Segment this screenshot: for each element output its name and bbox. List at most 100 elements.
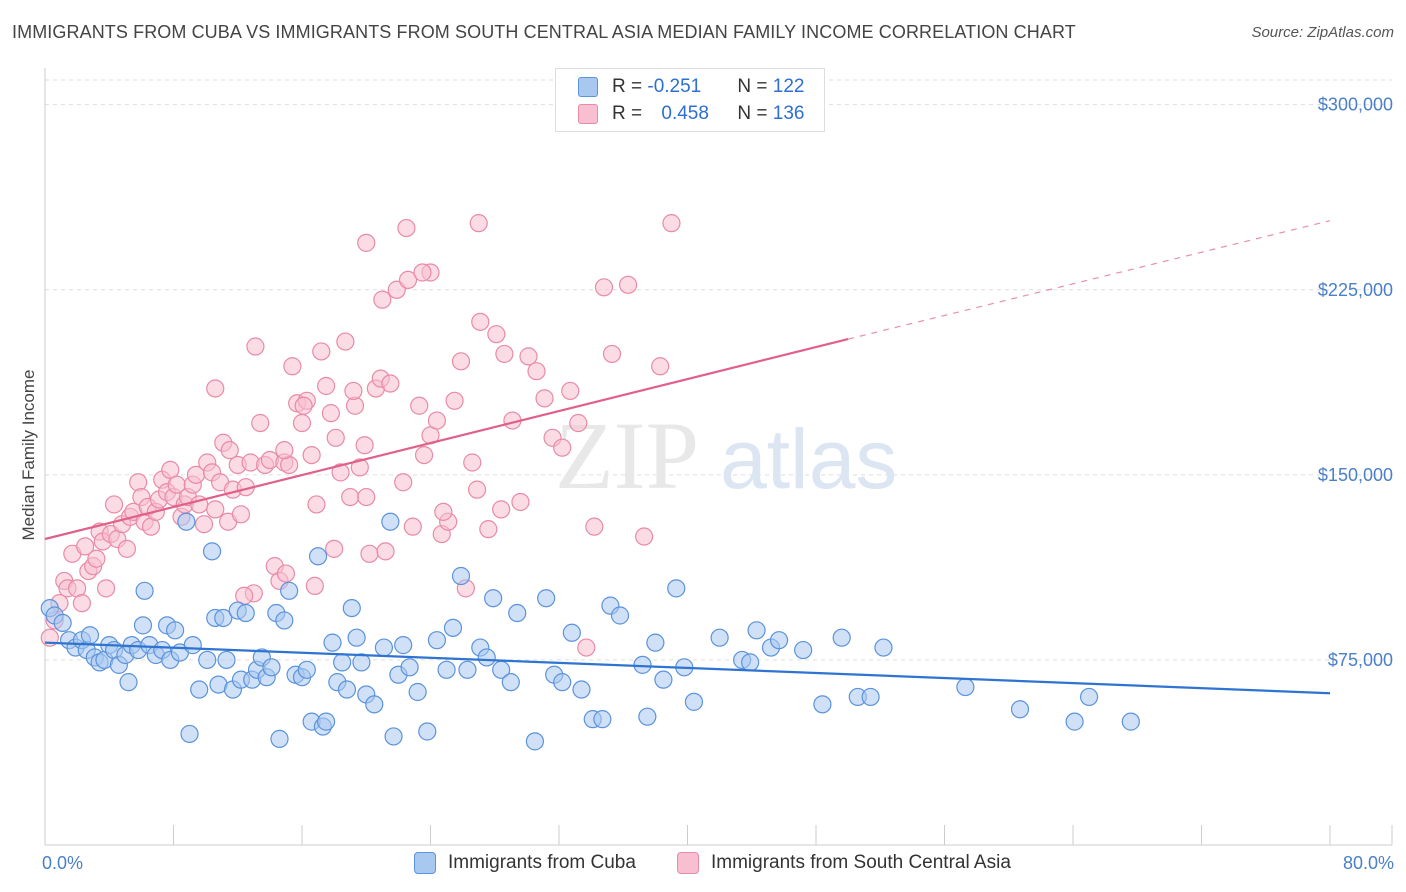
data-point-south-central-asia xyxy=(467,480,487,499)
data-point-south-central-asia xyxy=(594,278,614,297)
data-point-cuba xyxy=(646,633,665,652)
legend-n-label: N = xyxy=(737,103,773,124)
data-point-south-central-asia xyxy=(87,549,106,568)
y-tick-label: $225,000 xyxy=(1318,280,1393,300)
source-label: Source: ZipAtlas.com xyxy=(1251,24,1394,41)
data-point-cuba xyxy=(297,660,316,679)
data-point-cuba xyxy=(352,653,371,672)
data-point-south-central-asia xyxy=(357,233,376,252)
data-point-south-central-asia xyxy=(251,413,270,433)
series-south-central-asia xyxy=(40,214,681,657)
data-point-cuba xyxy=(553,673,572,692)
x-tick-min: 0.0% xyxy=(42,853,84,873)
data-point-south-central-asia xyxy=(618,275,638,294)
data-point-south-central-asia xyxy=(602,344,622,364)
data-point-cuba xyxy=(813,695,832,714)
data-point-cuba xyxy=(400,658,419,677)
data-point-cuba xyxy=(308,547,328,566)
series-cuba xyxy=(40,512,1140,751)
data-point-cuba xyxy=(270,729,289,748)
y-tick-label: $150,000 xyxy=(1318,465,1393,485)
legend-swatch-sca xyxy=(578,104,598,124)
data-point-south-central-asia xyxy=(397,218,416,238)
legend-label-sca: Immigrants from South Central Asia xyxy=(711,852,1011,873)
data-point-south-central-asia xyxy=(305,576,324,595)
data-point-cuba xyxy=(217,650,236,670)
data-point-cuba xyxy=(684,692,704,711)
data-point-south-central-asia xyxy=(355,436,374,455)
legend-item-cuba: Immigrants from Cuba xyxy=(414,852,636,874)
data-point-cuba xyxy=(198,650,217,670)
legend-n-value: 136 xyxy=(772,103,805,124)
x-tick-max: 80.0% xyxy=(1342,853,1394,873)
data-point-south-central-asia xyxy=(495,344,514,364)
data-point-cuba xyxy=(408,682,427,702)
data-point-south-central-asia xyxy=(479,520,498,539)
watermark-atlas: atlas xyxy=(720,412,897,506)
data-point-south-central-asia xyxy=(312,342,331,361)
data-point-south-central-asia xyxy=(206,379,225,398)
data-point-cuba xyxy=(508,603,527,623)
data-point-south-central-asia xyxy=(451,352,471,371)
data-point-south-central-asia xyxy=(427,411,447,430)
legend-row-cuba: R = -0.251 N = 122 xyxy=(578,74,804,100)
data-point-south-central-asia xyxy=(511,492,530,512)
data-point-cuba xyxy=(874,638,893,657)
legend-label-cuba: Immigrants from Cuba xyxy=(448,852,636,873)
trend-line-cuba xyxy=(44,641,1331,695)
data-point-cuba xyxy=(501,673,520,692)
data-point-cuba xyxy=(769,631,789,650)
data-point-south-central-asia xyxy=(662,214,681,233)
data-point-cuba xyxy=(741,653,760,672)
data-point-south-central-asia xyxy=(394,473,413,492)
data-point-cuba xyxy=(484,589,503,608)
data-point-south-central-asia xyxy=(302,445,321,465)
data-point-south-central-asia xyxy=(331,463,350,482)
data-point-south-central-asia xyxy=(413,263,432,282)
data-point-cuba xyxy=(667,579,686,598)
legend-r-label: R = xyxy=(612,76,648,97)
data-point-cuba xyxy=(180,724,199,744)
data-point-cuba xyxy=(190,680,209,699)
series-legend: Immigrants from Cuba Immigrants from Sou… xyxy=(0,850,1406,880)
data-point-cuba xyxy=(384,727,403,746)
data-point-south-central-asia xyxy=(76,537,95,556)
data-point-cuba xyxy=(337,680,357,699)
data-point-south-central-asia xyxy=(206,500,225,519)
data-point-cuba xyxy=(1079,687,1099,707)
data-point-south-central-asia xyxy=(336,332,355,351)
data-point-south-central-asia xyxy=(410,396,429,415)
data-point-cuba xyxy=(183,636,202,655)
data-point-south-central-asia xyxy=(194,515,214,534)
legend-swatch-sca xyxy=(677,852,699,874)
data-point-south-central-asia xyxy=(463,453,482,472)
data-point-south-central-asia xyxy=(492,500,511,519)
data-point-cuba xyxy=(654,670,673,689)
data-point-south-central-asia xyxy=(487,325,506,344)
data-point-cuba xyxy=(394,636,413,655)
data-point-south-central-asia xyxy=(246,337,265,356)
data-point-cuba xyxy=(1121,712,1140,731)
data-point-cuba xyxy=(202,542,222,561)
data-point-cuba xyxy=(610,606,630,625)
data-point-south-central-asia xyxy=(72,594,92,613)
y-axis-title: Median Family Income xyxy=(19,369,38,540)
data-point-south-central-asia xyxy=(585,517,604,536)
data-point-cuba xyxy=(562,623,581,642)
data-point-south-central-asia xyxy=(283,357,302,376)
legend-n-value: 122 xyxy=(772,76,805,97)
data-point-south-central-asia xyxy=(373,290,392,309)
data-point-cuba xyxy=(537,589,556,608)
data-point-cuba xyxy=(437,660,456,679)
data-point-cuba xyxy=(861,687,880,707)
data-point-south-central-asia xyxy=(357,487,376,507)
legend-n-label: N = xyxy=(737,76,773,97)
data-point-south-central-asia xyxy=(350,458,369,477)
data-point-south-central-asia xyxy=(104,495,124,514)
data-point-cuba xyxy=(1010,700,1030,719)
y-tick-label: $75,000 xyxy=(1328,650,1393,670)
data-point-south-central-asia xyxy=(635,527,654,546)
trend-lines xyxy=(44,220,1331,695)
data-point-cuba xyxy=(333,653,352,672)
data-point-south-central-asia xyxy=(307,495,326,514)
